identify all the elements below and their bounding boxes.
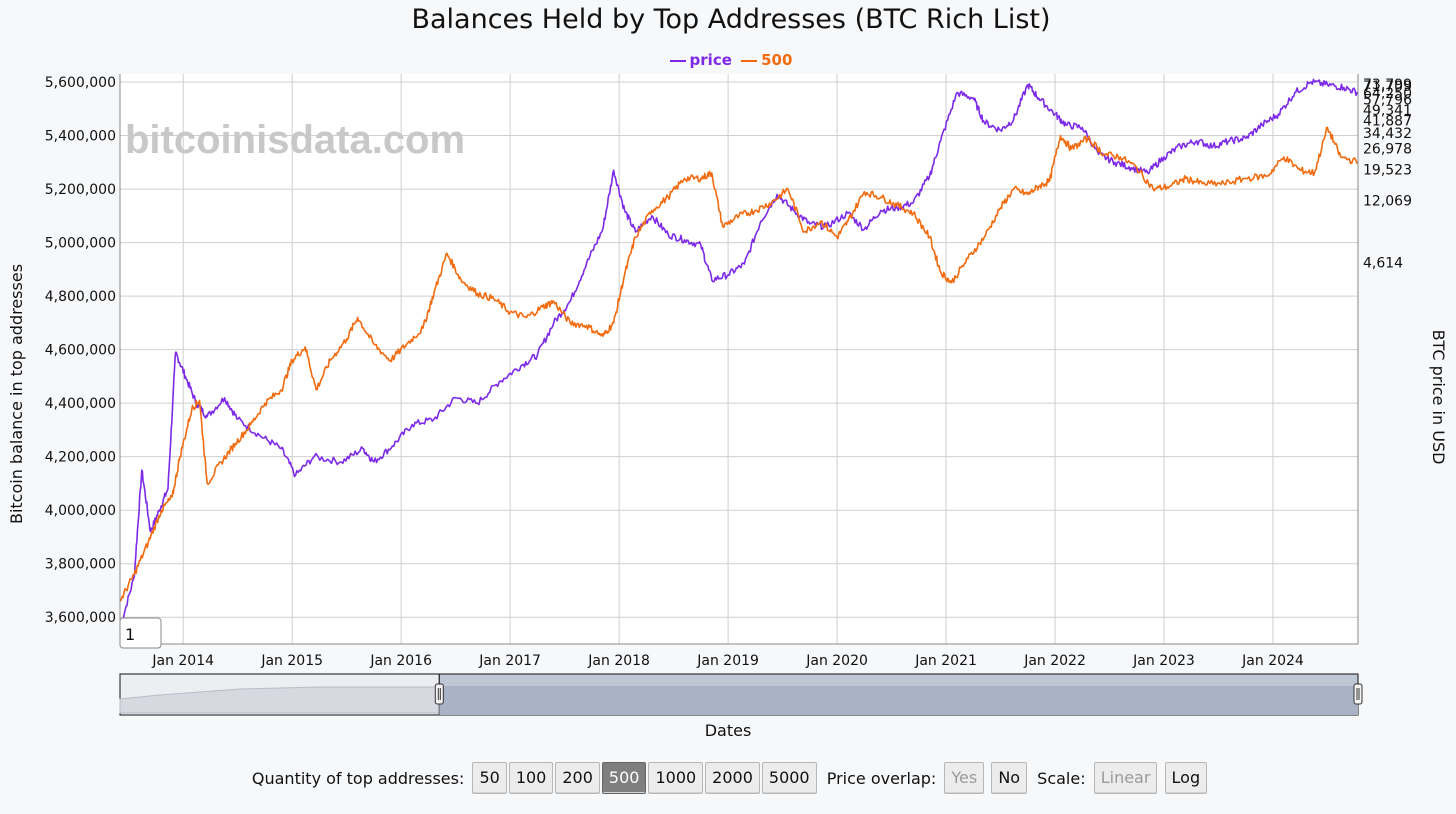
quantity-button-5000[interactable]: 5000: [761, 762, 817, 794]
y2-tick-label: 12,069: [1363, 193, 1412, 209]
legend-swatch-price: [669, 59, 686, 62]
handle-grip: [1353, 683, 1363, 705]
y-tick-label: 5,600,000: [45, 75, 116, 91]
series-line-price: [119, 78, 1359, 629]
x-tick-label: Jan 2020: [805, 653, 868, 669]
quantity-label: Quantity of top addresses:: [251, 768, 465, 788]
range-start-value: 1: [125, 625, 135, 644]
navigator-handle-right[interactable]: [1353, 683, 1363, 705]
x-tick-label: Jan 2021: [914, 653, 977, 669]
x-tick-label: Jan 2015: [260, 653, 323, 669]
y2-tick-label: 64,250: [1363, 86, 1412, 102]
y2-tick-label: 57,796: [1363, 93, 1412, 109]
y2-tick-label: 73,799: [1363, 77, 1412, 93]
x-axis-ticks: Jan 2014 Jan 2015 Jan 2016 Jan 2017 Jan 2018…: [151, 653, 1304, 669]
legend-item-price[interactable]: price: [669, 51, 732, 69]
y2-tick-label: 49,341: [1363, 103, 1412, 119]
y-tick-label: 4,400,000: [45, 396, 116, 412]
y2-tick-label: 34,432: [1363, 126, 1412, 142]
chart-title: Balances Held by Top Addresses (BTC Rich…: [411, 4, 1051, 35]
range-start-box[interactable]: 1: [119, 617, 162, 649]
navigator-handle-left[interactable]: [434, 683, 444, 705]
y2-tick-label: 4,614: [1363, 255, 1403, 271]
y-axis-ticks: 3,600,000 3,800,000 4,000,000 4,200,000 4,40…: [45, 75, 116, 626]
y-tick-label: 5,400,000: [45, 129, 116, 145]
y-tick-label: 4,200,000: [45, 450, 116, 466]
series-line-500: [119, 126, 1359, 602]
y-tick-label: 4,000,000: [45, 503, 116, 519]
x-tick-label: Jan 2017: [478, 653, 541, 669]
x-axis-label: Dates: [705, 721, 752, 740]
navigator-selection-shade: [439, 686, 1358, 715]
range-navigator[interactable]: [119, 673, 1363, 716]
y-tick-label: 3,800,000: [45, 557, 116, 573]
x-tick-label: Jan 2023: [1132, 653, 1195, 669]
legend-item-500[interactable]: 500: [741, 51, 792, 69]
quantity-button-50[interactable]: 50: [472, 762, 507, 794]
y2-tick-label: 19,523: [1363, 163, 1412, 179]
x-tick-label: Jan 2024: [1241, 653, 1304, 669]
handle-grip: [434, 683, 444, 705]
chart-canvas[interactable]: bitcoinisdata.com 3,600,000 3,800,000 4,00…: [0, 0, 1456, 760]
y-tick-label: 5,200,000: [45, 182, 116, 198]
legend-label-price: price: [689, 51, 732, 69]
x-tick-label: Jan 2014: [151, 653, 214, 669]
series-lines: [119, 78, 1359, 629]
scale-linear-button[interactable]: Linear: [1093, 762, 1158, 794]
controls-bar: Quantity of top addresses: 50 100 200 500 10…: [0, 762, 1456, 794]
legend-swatch-500: [741, 59, 758, 62]
y-tick-label: 3,600,000: [45, 610, 116, 626]
scale-log-button[interactable]: Log: [1164, 762, 1208, 794]
x-tick-label: Jan 2022: [1023, 653, 1086, 669]
y2-tick-label: 41,887: [1363, 113, 1412, 129]
x-tick-label: Jan 2018: [587, 653, 650, 669]
y-tick-label: 4,800,000: [45, 289, 116, 305]
watermark: bitcoinisdata.com: [125, 118, 465, 162]
y2-tick-label: 71,709: [1363, 79, 1412, 95]
scale-label: Scale:: [1037, 768, 1086, 788]
quantity-button-500[interactable]: 500: [601, 762, 647, 794]
y-axis-label: Bitcoin balance in top addresses: [7, 264, 26, 524]
quantity-button-2000[interactable]: 2000: [705, 762, 760, 794]
quantity-button-200[interactable]: 200: [555, 762, 600, 794]
x-tick-label: Jan 2016: [369, 653, 432, 669]
y2-axis-label: BTC price in USD: [1429, 330, 1448, 465]
axes: [119, 74, 1359, 645]
overlap-no-button[interactable]: No: [991, 762, 1028, 794]
y-tick-label: 4,600,000: [45, 343, 116, 359]
y-tick-label: 5,000,000: [45, 236, 116, 252]
quantity-buttons: 50 100 200 500 1000 2000 5000: [471, 762, 817, 794]
overlap-yes-button[interactable]: Yes: [944, 762, 985, 794]
y2-tick-label: 26,978: [1363, 142, 1412, 158]
x-tick-label: Jan 2019: [696, 653, 759, 669]
price-overlap-label: Price overlap:: [826, 768, 937, 788]
y2-axis-ticks: 73,79971,70964,25057,79649,34141,88734,4…: [1363, 77, 1412, 271]
quantity-button-1000[interactable]: 1000: [648, 762, 704, 794]
quantity-button-100[interactable]: 100: [508, 762, 554, 794]
legend: price 500: [0, 51, 1456, 69]
legend-label-500: 500: [761, 51, 793, 69]
